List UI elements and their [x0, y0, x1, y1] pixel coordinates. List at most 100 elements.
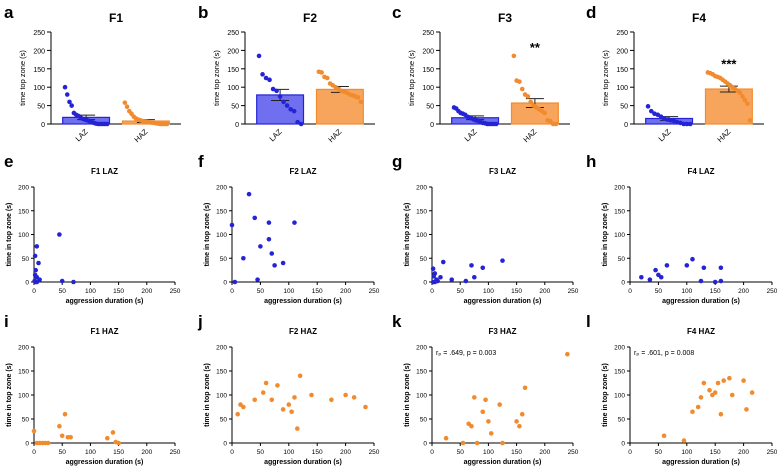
scatter-point	[252, 397, 258, 403]
y-tick-label: 0	[621, 441, 625, 448]
scatter-point	[440, 259, 446, 265]
scatter-point	[435, 278, 440, 284]
y-axis-label: time in top zone (s)	[6, 363, 13, 427]
panel-title: F2	[303, 11, 317, 25]
x-tick-label: 0	[628, 449, 632, 456]
scatter-point	[460, 440, 466, 446]
y-tick-label: 150	[416, 369, 427, 376]
x-axis-label: aggression duration (s)	[66, 298, 144, 305]
x-tick-label: 0	[32, 449, 36, 456]
x-tick-label: 200	[539, 449, 550, 456]
data-point-laz	[104, 121, 110, 127]
data-point-laz	[295, 119, 300, 125]
scatter-point	[664, 263, 670, 268]
x-tick-label: 250	[568, 288, 579, 295]
scatter-point	[292, 220, 297, 225]
panel-a: a F1 0 50 100 150 200 250 time top zone (s) LAZ HA…	[4, 3, 181, 144]
scatter-point	[698, 395, 704, 400]
scatter-point	[701, 380, 707, 386]
y-tick-label: 50	[220, 256, 228, 263]
scatter-point	[263, 380, 269, 386]
category-label: HAZ	[521, 127, 538, 144]
scatter-point	[266, 220, 272, 225]
scatter-point	[438, 274, 443, 280]
scatter-point	[309, 392, 314, 398]
y-tick-label: 150	[422, 67, 434, 74]
scatter-point	[229, 222, 235, 228]
x-tick-label: 100	[681, 449, 692, 456]
data-point-laz	[687, 121, 693, 127]
y-tick-label: 200	[216, 185, 227, 192]
scatter-point	[59, 433, 65, 439]
x-tick-label: 200	[141, 449, 152, 456]
x-tick-label: 250	[568, 449, 579, 456]
scatter-point	[514, 419, 519, 424]
x-tick-label: 100	[85, 449, 96, 456]
data-point-haz	[122, 100, 128, 105]
x-tick-label: 100	[85, 288, 96, 295]
x-tick-label: 100	[681, 288, 692, 295]
y-tick-label: 50	[618, 417, 626, 424]
significance-mark: **	[530, 40, 541, 55]
data-point-laz	[288, 106, 293, 112]
scatter-point	[71, 279, 76, 285]
scatter-point	[721, 378, 727, 383]
panel-f: f F2 LAZ 0 50 100 150 200 0 50 100 150 200 250 aggres…	[198, 152, 380, 305]
y-tick-label: 100	[18, 232, 29, 239]
scatter-point	[565, 351, 570, 357]
panel-e: e F1 LAZ 0 50 100 150 200 0 50 100 150 200 250 aggres…	[4, 152, 181, 305]
panel-title: F4	[692, 11, 706, 25]
scatter-point	[519, 411, 525, 417]
y-tick-label: 150	[216, 208, 227, 215]
scatter-point	[32, 253, 38, 259]
y-tick-label: 100	[33, 85, 45, 92]
scatter-point	[695, 404, 701, 410]
x-tick-label: 0	[628, 288, 632, 295]
y-tick-label: 250	[422, 30, 434, 37]
scatter-point	[712, 279, 718, 285]
scatter-point	[690, 256, 695, 262]
scatter-point	[727, 375, 732, 381]
y-tick-label: 150	[614, 208, 625, 215]
data-point-laz	[291, 108, 297, 114]
panel-j: j F2 HAZ 0 50 100 150 200 0 50 100 150 200 250 aggres…	[197, 312, 380, 466]
scatter-point	[33, 267, 38, 273]
data-point-laz	[284, 103, 290, 108]
scatter-point	[260, 390, 266, 395]
x-tick-label: 100	[483, 288, 494, 295]
y-tick-label: 200	[422, 48, 434, 55]
panel-b: b F2 0 50 100 150 200 250 time top zone (s) LAZ HA…	[198, 3, 375, 144]
scatter-point	[684, 263, 690, 268]
data-point-haz	[358, 99, 364, 105]
scatter-point	[449, 277, 455, 282]
scatter-point	[517, 423, 522, 429]
data-point-laz	[645, 104, 651, 109]
data-point-haz	[164, 121, 170, 127]
x-tick-label: 200	[738, 288, 749, 295]
x-tick-label: 0	[430, 449, 434, 456]
scatter-point	[329, 397, 334, 403]
y-tick-label: 0	[223, 441, 227, 448]
y-tick-label: 100	[216, 393, 227, 400]
scatter-point	[718, 265, 724, 271]
data-point-haz	[747, 118, 753, 123]
data-point-haz	[525, 94, 531, 99]
data-point-haz	[745, 101, 750, 107]
x-tick-label: 50	[457, 288, 465, 295]
x-tick-label: 250	[170, 288, 181, 295]
y-tick-label: 250	[616, 30, 628, 37]
y-tick-label: 50	[420, 417, 428, 424]
x-tick-label: 200	[539, 288, 550, 295]
data-point-haz	[737, 90, 743, 96]
y-tick-label: 200	[614, 185, 625, 192]
scatter-point	[647, 277, 653, 282]
data-point-haz	[324, 75, 330, 81]
y-tick-label: 100	[227, 85, 239, 92]
scatter-point	[255, 277, 260, 282]
data-point-laz	[648, 108, 654, 114]
y-tick-label: 250	[33, 30, 45, 37]
scatter-point	[343, 392, 348, 398]
y-tick-label: 200	[18, 345, 29, 352]
scatter-point	[472, 274, 477, 280]
y-tick-label: 50	[618, 256, 626, 263]
